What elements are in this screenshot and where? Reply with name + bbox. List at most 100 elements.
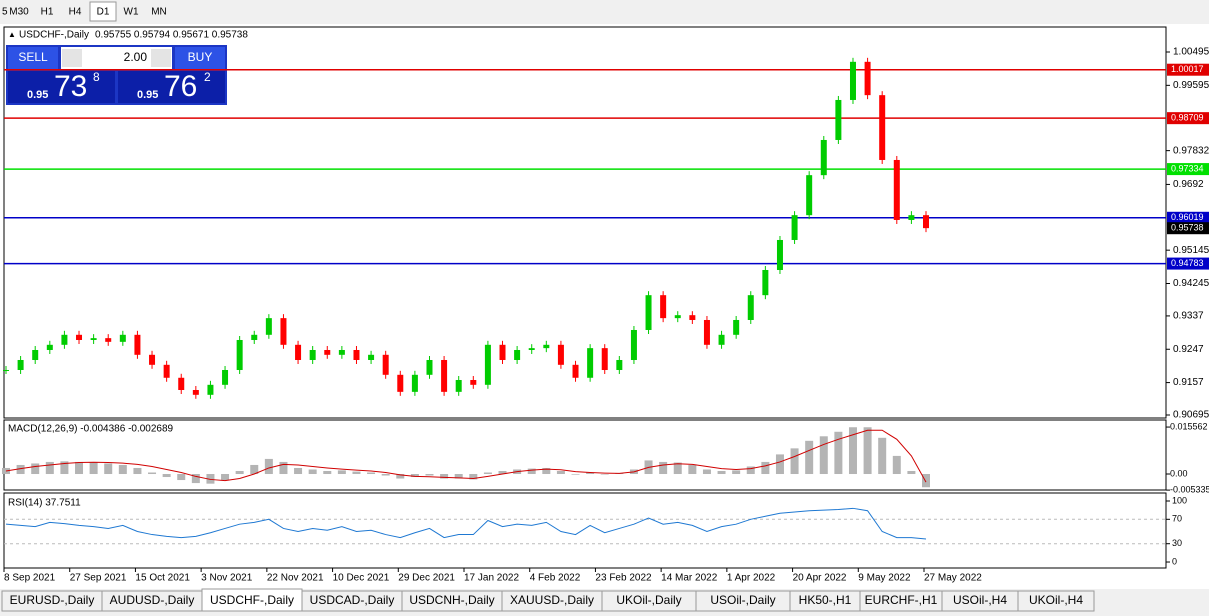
macd-bar — [600, 474, 609, 475]
macd-label: MACD(12,26,9) -0.004386 -0.002689 — [8, 424, 174, 435]
macd-bar — [235, 470, 244, 475]
tab-label[interactable]: XAUUSD-,Daily — [510, 593, 594, 607]
date-label: 10 Dec 2021 — [333, 573, 390, 584]
tab-label[interactable]: USDCNH-,Daily — [409, 593, 494, 607]
candle — [923, 215, 929, 229]
macd-bar — [104, 463, 113, 475]
macd-bar — [863, 427, 872, 475]
candle — [119, 334, 126, 342]
macd-bar — [542, 467, 551, 475]
macd-bar — [367, 472, 376, 475]
candle — [353, 349, 360, 360]
buy-frac: 2 — [204, 70, 211, 84]
macd-bar — [118, 464, 127, 475]
candle — [441, 359, 448, 392]
tab-label[interactable]: UKOil-,H4 — [1029, 593, 1083, 607]
candle — [368, 354, 375, 360]
timeframe-button[interactable]: MN — [151, 7, 167, 18]
ohlc: 0.95755 0.95794 0.95671 0.95738 — [95, 30, 248, 41]
macd-bar — [410, 474, 419, 478]
candle — [630, 329, 637, 360]
tab-label[interactable]: USOil-,Daily — [710, 593, 775, 607]
macd-bar — [75, 461, 84, 475]
macd-bar — [323, 470, 332, 475]
level-label-bg — [1167, 211, 1209, 224]
candle — [411, 374, 418, 392]
lot-input[interactable] — [61, 47, 172, 69]
timeframe-button[interactable]: D1 — [97, 7, 110, 18]
timeframe-button[interactable]: 5 — [2, 7, 8, 18]
buy-big: 0.95 — [137, 89, 158, 101]
tab-label[interactable]: HK50-,H1 — [799, 593, 852, 607]
date-label: 29 Dec 2021 — [398, 573, 455, 584]
macd-bar — [922, 474, 930, 488]
macd-bar — [848, 427, 857, 475]
tab-label[interactable]: EURUSD-,Daily — [10, 593, 95, 607]
macd-bar — [761, 461, 770, 475]
macd-bar — [878, 437, 887, 475]
current-price-bg — [1167, 222, 1209, 235]
timeframe-button[interactable]: W1 — [124, 7, 139, 18]
macd-bar — [571, 474, 580, 475]
tab[interactable] — [1017, 590, 1095, 612]
macd-bar — [191, 474, 200, 484]
macd-bar — [16, 464, 25, 475]
candle — [251, 334, 258, 340]
candle — [309, 349, 316, 360]
date-label: 1 Apr 2022 — [727, 573, 776, 584]
candle — [543, 344, 550, 349]
tab-label[interactable]: EURCHF-,H1 — [865, 593, 938, 607]
sell-button[interactable] — [8, 47, 58, 69]
lot-down[interactable] — [62, 49, 82, 67]
sell-price-box[interactable] — [8, 71, 115, 103]
tab-label[interactable]: UKOil-,Daily — [616, 593, 681, 607]
macd-panel — [3, 419, 1167, 491]
candle — [703, 319, 710, 345]
date-label: 3 Nov 2021 — [201, 573, 253, 584]
buy-price-box[interactable] — [118, 71, 225, 103]
candle — [455, 379, 462, 392]
sell-big: 0.95 — [27, 89, 48, 101]
macd-bar — [556, 470, 565, 475]
candle — [207, 384, 214, 395]
buy-button[interactable] — [175, 47, 225, 69]
rsi-label: RSI(14) 37.7511 — [8, 498, 81, 509]
level-label: 1.00017 — [1171, 64, 1204, 74]
date-label: 15 Oct 2021 — [135, 573, 190, 584]
tab-label[interactable]: AUDUSD-,Daily — [110, 593, 195, 607]
lot-up[interactable] — [151, 49, 171, 67]
y-tick-label: 0.00 — [1170, 468, 1188, 478]
rsi-panel — [3, 492, 1167, 569]
macd-bar — [352, 471, 361, 475]
macd-bar — [133, 467, 142, 475]
level-label: 0.97334 — [1171, 163, 1204, 173]
timeframe-button[interactable]: H4 — [69, 7, 82, 18]
macd-bar — [279, 461, 288, 475]
tab-label[interactable]: USDCHF-,Daily — [210, 593, 294, 607]
symbol-arrow: ▲ — [8, 30, 16, 39]
macd-bar — [294, 467, 303, 475]
macd-bar — [177, 474, 186, 481]
candle — [324, 349, 331, 355]
tab-label[interactable]: USOil-,H4 — [953, 593, 1007, 607]
macd-bar — [746, 466, 755, 475]
candle — [61, 334, 68, 345]
macd-bar — [264, 458, 273, 475]
candle — [587, 348, 594, 378]
y-tick-label: 0.9337 — [1173, 311, 1204, 322]
candle — [105, 338, 112, 342]
macd-bar — [440, 474, 449, 479]
timeframe-active — [89, 1, 117, 22]
timeframe-button[interactable]: M30 — [9, 7, 29, 18]
macd-bar — [790, 448, 799, 475]
y-tick-label: 100 — [1172, 495, 1187, 505]
candle — [806, 175, 813, 216]
sell-frac: 8 — [93, 70, 100, 84]
candle — [689, 315, 696, 320]
timeframe-button[interactable]: H1 — [41, 7, 54, 18]
macd-bar — [775, 454, 784, 475]
candle — [660, 295, 667, 319]
macd-bar — [45, 461, 54, 475]
macd-bar — [702, 469, 711, 475]
tab-label[interactable]: USDCAD-,Daily — [310, 593, 395, 607]
